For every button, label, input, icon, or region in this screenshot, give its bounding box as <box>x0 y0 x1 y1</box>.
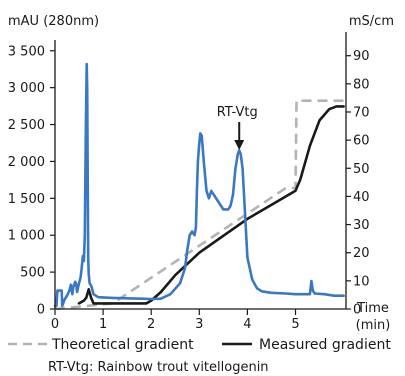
theoretical-gradient-line <box>54 99 344 311</box>
footnote: RT-Vtg: Rainbow trout vitellogenin <box>48 360 269 375</box>
uv-absorbance-trace <box>53 62 345 308</box>
left-tick-label: 3 500 <box>8 44 45 59</box>
right-tick-label: 90 <box>353 49 370 64</box>
measured-gradient-line <box>77 105 345 305</box>
annotation-arrow-head <box>234 140 245 150</box>
x-axis-ticks: 0 1 2 3 4 5 <box>51 309 300 332</box>
left-tick-label: 1 500 <box>8 192 45 207</box>
legend-label-theoretical: Theoretical gradient <box>51 337 194 353</box>
right-axis-ticks: 0 10 20 30 40 50 60 70 80 90 <box>346 49 370 318</box>
right-tick-label: 40 <box>353 190 370 205</box>
annotation-label: RT-Vtg <box>217 105 258 120</box>
left-tick-label: 500 <box>20 266 45 281</box>
x-tick-label: 5 <box>291 317 299 332</box>
x-axis-unit: (min) <box>356 318 391 333</box>
x-axis-title: Time <box>356 301 389 316</box>
series-layer <box>53 62 345 311</box>
left-tick-label: 2 500 <box>8 118 45 133</box>
right-tick-label: 70 <box>353 105 370 120</box>
x-tick-label: 1 <box>99 317 107 332</box>
left-tick-label: 3 000 <box>8 81 45 96</box>
left-axis-title: mAU (280nm) <box>8 14 99 29</box>
left-axis-ticks: 0 500 1 000 1 500 2 000 2 500 3 000 3 500 <box>8 44 55 318</box>
legend: Theoretical gradient Measured gradient <box>8 337 391 353</box>
right-tick-label: 60 <box>353 134 370 149</box>
rt-vtg-annotation: RT-Vtg <box>217 105 258 150</box>
right-tick-label: 10 <box>353 274 370 289</box>
left-tick-label: 1 000 <box>8 229 45 244</box>
left-tick-label: 2 000 <box>8 155 45 170</box>
legend-label-measured: Measured gradient <box>259 337 391 353</box>
right-tick-label: 80 <box>353 77 370 92</box>
x-tick-label: 3 <box>195 317 203 332</box>
left-tick-label: 0 <box>37 303 45 318</box>
right-tick-label: 20 <box>353 246 370 261</box>
right-axis-title: mS/cm <box>349 14 394 29</box>
x-tick-label: 4 <box>243 317 251 332</box>
x-tick-label: 2 <box>147 317 155 332</box>
right-tick-label: 30 <box>353 218 370 233</box>
right-tick-label: 50 <box>353 162 370 177</box>
x-tick-label: 0 <box>51 317 59 332</box>
right-tick-label: 0 <box>353 303 361 318</box>
